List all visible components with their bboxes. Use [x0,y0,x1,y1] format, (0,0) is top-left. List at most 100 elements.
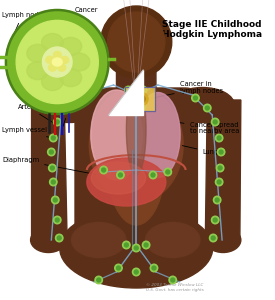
Circle shape [95,276,103,284]
Circle shape [204,104,211,112]
Circle shape [151,173,155,177]
Circle shape [211,236,215,240]
Circle shape [56,234,63,242]
Circle shape [117,266,120,270]
Circle shape [142,241,150,249]
Ellipse shape [72,223,126,257]
Circle shape [54,118,61,126]
Ellipse shape [107,95,166,225]
Ellipse shape [46,56,54,63]
Ellipse shape [170,88,234,122]
Ellipse shape [49,64,56,71]
Circle shape [97,278,101,282]
Ellipse shape [52,58,62,66]
Circle shape [75,96,79,100]
Circle shape [125,86,132,94]
Circle shape [48,148,55,156]
Circle shape [100,166,108,174]
Circle shape [6,10,109,114]
Ellipse shape [60,69,82,87]
Ellipse shape [205,227,241,253]
Circle shape [215,198,219,202]
Circle shape [134,246,138,250]
Text: Cancer in
lymph nodes: Cancer in lymph nodes [151,82,223,98]
Circle shape [133,94,140,102]
Circle shape [134,270,138,274]
Circle shape [51,180,55,184]
Circle shape [42,47,72,77]
Circle shape [102,168,106,172]
Circle shape [51,136,55,140]
Circle shape [133,84,140,92]
Circle shape [128,91,135,99]
Circle shape [49,164,56,172]
Circle shape [217,148,225,156]
Circle shape [215,178,223,186]
Ellipse shape [42,34,63,52]
FancyBboxPatch shape [75,88,197,252]
Circle shape [171,278,175,282]
Circle shape [219,150,223,154]
Ellipse shape [68,53,90,71]
Circle shape [128,105,132,109]
Circle shape [139,93,143,97]
Circle shape [73,94,81,102]
Circle shape [134,86,138,90]
Circle shape [193,96,197,100]
Circle shape [126,98,130,102]
Ellipse shape [53,52,61,58]
Ellipse shape [27,44,49,62]
Polygon shape [109,70,143,115]
Ellipse shape [101,6,172,78]
Text: Lung: Lung [182,146,218,155]
Ellipse shape [60,38,82,56]
Ellipse shape [135,94,145,103]
Circle shape [133,244,140,252]
Circle shape [63,106,67,110]
Circle shape [55,218,59,222]
Ellipse shape [31,227,66,253]
Circle shape [54,216,61,224]
Circle shape [217,136,221,140]
Ellipse shape [27,62,49,80]
Text: Cancer: Cancer [67,7,98,15]
Polygon shape [205,100,241,240]
Circle shape [133,268,140,276]
Ellipse shape [136,92,180,178]
Circle shape [141,88,145,92]
FancyBboxPatch shape [125,87,155,111]
Ellipse shape [91,90,142,180]
Circle shape [16,20,98,104]
Ellipse shape [108,12,165,72]
Ellipse shape [87,158,166,206]
Ellipse shape [37,88,101,122]
Circle shape [126,103,134,111]
Circle shape [150,264,158,272]
Text: Vein: Vein [61,107,75,126]
Ellipse shape [91,162,145,194]
Circle shape [124,243,128,247]
Ellipse shape [58,64,66,71]
Polygon shape [32,100,67,240]
Circle shape [144,243,148,247]
Circle shape [216,164,224,172]
Text: Cancer spread
to nearby area: Cancer spread to nearby area [178,122,239,134]
Circle shape [205,106,209,110]
Circle shape [213,218,217,222]
Circle shape [123,241,130,249]
Circle shape [218,166,222,170]
Circle shape [139,86,147,94]
Circle shape [119,173,122,177]
Circle shape [149,171,157,179]
Ellipse shape [61,56,69,63]
Circle shape [166,170,170,174]
Circle shape [55,120,59,124]
Circle shape [140,96,148,104]
Circle shape [211,118,219,126]
Circle shape [50,166,54,170]
Ellipse shape [132,92,148,106]
Circle shape [134,96,138,100]
Circle shape [126,88,130,92]
Circle shape [169,276,177,284]
Circle shape [217,180,221,184]
